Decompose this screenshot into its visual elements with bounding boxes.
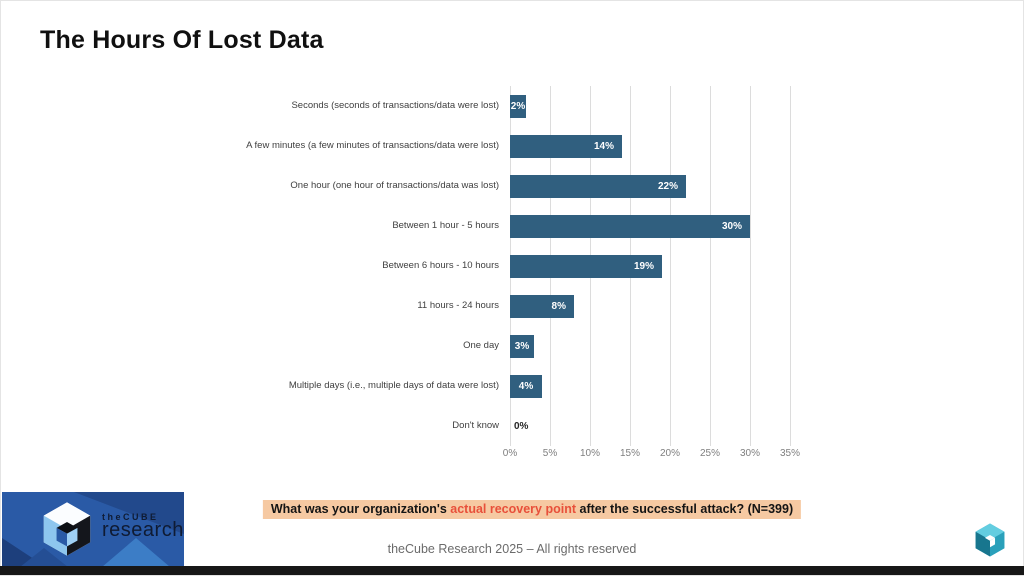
bar-track: 19%: [510, 254, 800, 279]
bar: 8%: [510, 294, 574, 318]
category-label: Don't know: [452, 419, 499, 431]
copyright-text: theCube Research 2025 – All rights reser…: [387, 542, 637, 556]
thecube-corner-icon: [975, 523, 1005, 557]
bar-value-label: 30%: [721, 220, 742, 232]
gridline: [710, 86, 711, 446]
question-highlight: actual recovery point: [450, 502, 577, 516]
x-tick-label: 25%: [699, 448, 720, 459]
bar-value-label: 14%: [593, 140, 614, 152]
category-label: One hour (one hour of transactions/data …: [290, 179, 499, 191]
chart-row: Between 6 hours - 10 hours 19%: [0, 246, 1024, 286]
bar: 3%: [510, 334, 534, 358]
category-label: A few minutes (a few minutes of transact…: [246, 139, 499, 151]
bar-track: 14%: [510, 134, 800, 159]
logo-text-research: research: [102, 519, 184, 541]
bar-value-label: 0%: [514, 420, 529, 432]
bar-value-label: 8%: [551, 300, 566, 312]
bar: 30%: [510, 214, 750, 238]
category-label: Multiple days (i.e., multiple days of da…: [288, 379, 499, 391]
bar: 14%: [510, 134, 622, 158]
chart-row: Don't know 0%: [0, 406, 1024, 446]
chart-x-axis: 0% 5% 10% 15% 20% 25% 30% 35%: [0, 448, 1024, 462]
bar-track: 0%: [510, 414, 800, 439]
chart-row: One day 3%: [0, 326, 1024, 366]
question-ribbon: What was your organization's actual reco…: [262, 500, 802, 519]
chart-row: A few minutes (a few minutes of transact…: [0, 126, 1024, 166]
bar-track: 30%: [510, 214, 800, 239]
question-prefix: What was your organization's: [270, 502, 451, 516]
x-tick-label: 0%: [502, 448, 518, 459]
category-label: One day: [463, 339, 499, 351]
x-tick-label: 30%: [739, 448, 760, 459]
bar: 19%: [510, 254, 662, 278]
x-tick-label: 5%: [542, 448, 558, 459]
bar-track: 3%: [510, 334, 800, 359]
thecube-research-logo: theCUBE research: [2, 492, 184, 567]
bar: 2%: [510, 94, 526, 118]
chart-row: 11 hours - 24 hours 8%: [0, 286, 1024, 326]
page-title: The Hours Of Lost Data: [40, 26, 324, 54]
category-label: Seconds (seconds of transactions/data we…: [291, 99, 499, 111]
bar-track: 4%: [510, 374, 800, 399]
gridline: [670, 86, 671, 446]
chart-row: One hour (one hour of transactions/data …: [0, 166, 1024, 206]
category-label: 11 hours - 24 hours: [417, 299, 499, 311]
question-suffix: after the successful attack? (N=399): [576, 502, 794, 516]
logo-background-shapes: [2, 492, 184, 567]
cube-logo-icon: [43, 502, 91, 556]
bar-track: 8%: [510, 294, 800, 319]
bar-value-label: 19%: [633, 260, 654, 272]
category-label: Between 6 hours - 10 hours: [382, 259, 499, 271]
category-label: Between 1 hour - 5 hours: [392, 219, 499, 231]
logo-wordmark: theCUBE research: [102, 512, 184, 542]
chart-row: Seconds (seconds of transactions/data we…: [0, 86, 1024, 126]
bar-track: 22%: [510, 174, 800, 199]
x-tick-label: 15%: [619, 448, 640, 459]
chart-row: Between 1 hour - 5 hours 30%: [0, 206, 1024, 246]
bar-value-label: 22%: [657, 180, 678, 192]
logo-text-thecube: theCUBE: [102, 512, 159, 522]
chart-rows: Seconds (seconds of transactions/data we…: [0, 86, 1024, 446]
gridline: [790, 86, 791, 446]
x-tick-label: 35%: [779, 448, 800, 459]
bar-value-label: 2%: [510, 100, 526, 112]
gridline: [750, 86, 751, 446]
bar-value-label: 3%: [514, 340, 530, 352]
bar-track: 2%: [510, 94, 800, 119]
bar-value-label: 4%: [518, 380, 534, 392]
chart-row: Multiple days (i.e., multiple days of da…: [0, 366, 1024, 406]
bar: 4%: [510, 374, 542, 398]
bottom-border-strip: [0, 566, 1024, 575]
bar: 22%: [510, 174, 686, 198]
x-tick-label: 10%: [579, 448, 600, 459]
x-tick-label: 20%: [659, 448, 680, 459]
